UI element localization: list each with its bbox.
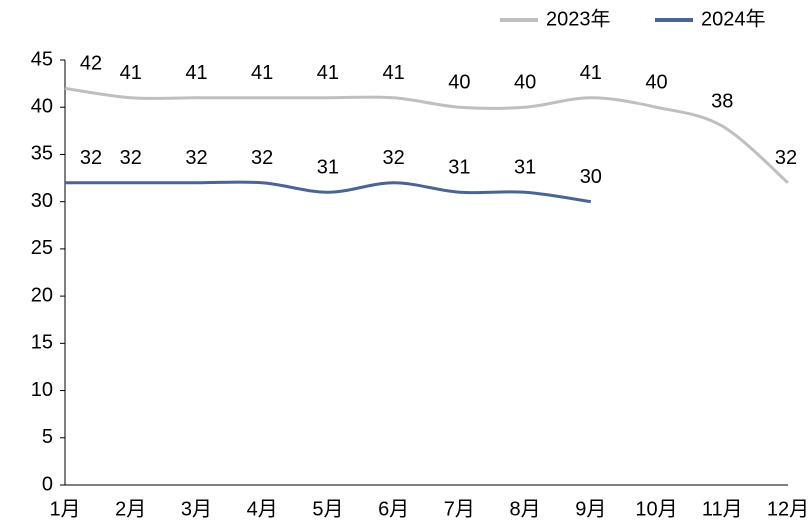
data-label: 41 (251, 62, 273, 84)
data-label: 40 (448, 72, 470, 94)
x-tick-label: 1月 (49, 498, 80, 520)
y-tick-label: 5 (42, 426, 53, 448)
series-line (64, 86, 789, 184)
x-tick-label: 4月 (247, 498, 278, 520)
y-tick-label: 45 (31, 48, 53, 70)
data-label: 31 (514, 157, 536, 179)
legend-label: 2023年 (546, 7, 611, 30)
y-tick-label: 15 (31, 332, 53, 354)
data-label: 41 (383, 62, 405, 84)
x-tick-label: 10月 (635, 498, 677, 520)
x-tick-label: 9月 (575, 498, 606, 520)
data-label: 42 (80, 53, 102, 75)
y-tick-label: 35 (31, 143, 53, 165)
data-label: 32 (80, 147, 102, 169)
x-tick-label: 7月 (444, 498, 475, 520)
data-label: 40 (514, 72, 536, 94)
data-label: 32 (383, 147, 405, 169)
y-tick-label: 40 (31, 96, 53, 118)
data-label: 32 (185, 147, 207, 169)
data-label: 40 (645, 72, 667, 94)
y-tick-label: 20 (31, 284, 53, 306)
data-label: 31 (317, 157, 339, 179)
y-tick-label: 10 (31, 379, 53, 401)
data-label: 41 (185, 62, 207, 84)
legend-label: 2024年 (701, 7, 766, 30)
x-tick-label: 6月 (378, 498, 409, 520)
x-tick-label: 12月 (767, 498, 809, 520)
data-label: 31 (448, 157, 470, 179)
y-tick-label: 25 (31, 237, 53, 259)
data-label: 41 (120, 62, 142, 84)
y-tick-label: 0 (42, 473, 53, 495)
data-label: 32 (775, 147, 797, 169)
x-tick-label: 3月 (181, 498, 212, 520)
data-label: 38 (711, 90, 733, 112)
data-label: 41 (580, 62, 602, 84)
y-tick-label: 30 (31, 190, 53, 212)
x-tick-label: 8月 (510, 498, 541, 520)
x-tick-label: 11月 (702, 498, 743, 520)
data-label: 32 (120, 147, 142, 169)
data-label: 32 (251, 147, 273, 169)
series-line (64, 180, 592, 204)
data-label: 41 (317, 62, 339, 84)
data-label: 30 (580, 166, 602, 188)
x-tick-label: 5月 (312, 498, 343, 520)
x-tick-label: 2月 (115, 498, 146, 520)
